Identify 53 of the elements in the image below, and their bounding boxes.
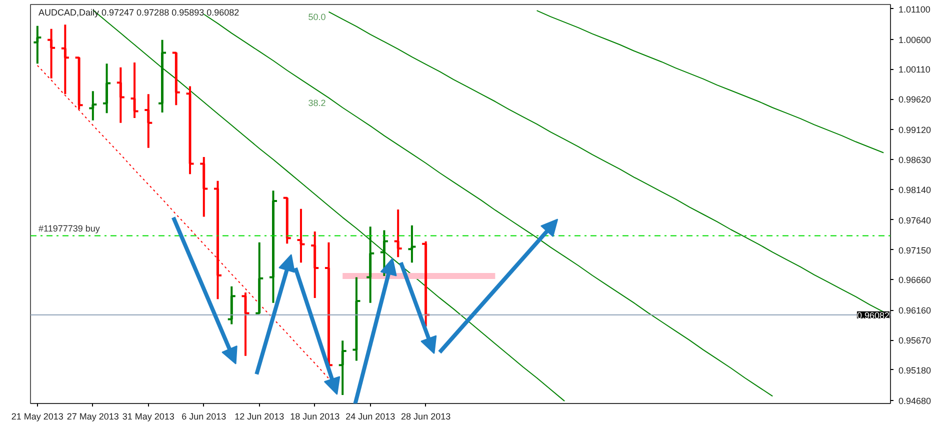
candlestick: [282, 196, 292, 245]
x-tick-label: 24 Jun 2013: [346, 412, 396, 422]
y-tick-label: 0.98140: [898, 184, 932, 195]
series-label: 38.2: [308, 98, 326, 108]
ref-line-label: #11977739 buy: [38, 224, 100, 234]
candlestick: [102, 62, 112, 114]
x-tick-label: 6 Jun 2013: [182, 412, 226, 422]
y-tick-label: 1.01100: [898, 4, 930, 14]
candlestick: [130, 61, 140, 119]
series-label: 50.0: [308, 12, 326, 22]
candlestick: [296, 208, 306, 264]
x-tick-label: 21 May 2013: [11, 412, 64, 422]
y-tick-label: 0.97150: [898, 245, 932, 256]
candlestick: [254, 241, 264, 314]
y-tick-label: 0.95180: [898, 365, 932, 376]
candlestick: [338, 340, 348, 396]
x-tick-label: 28 Jun 2013: [401, 412, 451, 422]
candlestick: [310, 230, 320, 299]
y-tick-label: 0.94680: [898, 396, 932, 406]
candlestick: [88, 90, 98, 122]
candlestick: [144, 93, 154, 149]
candlestick: [158, 38, 168, 114]
candlestick: [116, 66, 126, 124]
x-tick-label: 27 May 2013: [66, 412, 119, 422]
candlestick: [240, 291, 250, 357]
candlestick: [171, 52, 181, 106]
candlestick: [226, 285, 236, 326]
candlestick: [379, 229, 389, 277]
candlestick: [421, 240, 431, 328]
x-tick-label: 18 Jun 2013: [290, 412, 340, 422]
candlestick: [393, 208, 403, 258]
line-series: [536, 10, 884, 154]
x-tick-label: 12 Jun 2013: [234, 412, 284, 422]
candlestick: [185, 85, 195, 176]
y-tick-label: 1.00110: [898, 64, 930, 75]
candlestick: [32, 24, 42, 65]
candlestick: [352, 276, 362, 362]
candlestick: [407, 224, 417, 264]
x-tick-label: 31 May 2013: [122, 412, 174, 422]
y-tick-label: 0.99120: [898, 125, 932, 136]
y-tick-label: 0.96660: [898, 275, 932, 286]
y-tick-label: 0.99620: [898, 94, 932, 105]
candlestick: [213, 180, 223, 300]
candlestick: [268, 190, 278, 304]
y-tick-label: 0.98630: [898, 154, 932, 165]
y-tick-label: 1.00600: [898, 34, 932, 45]
candlestick: [366, 226, 376, 304]
candlestick: [324, 241, 334, 368]
y-tick-label: 0.97640: [898, 215, 932, 226]
ref-line-label: 0.96082: [856, 310, 890, 320]
y-tick-label: 0.96160: [898, 306, 932, 316]
candlestick: [199, 156, 209, 218]
y-tick-label: 0.95670: [898, 336, 932, 346]
